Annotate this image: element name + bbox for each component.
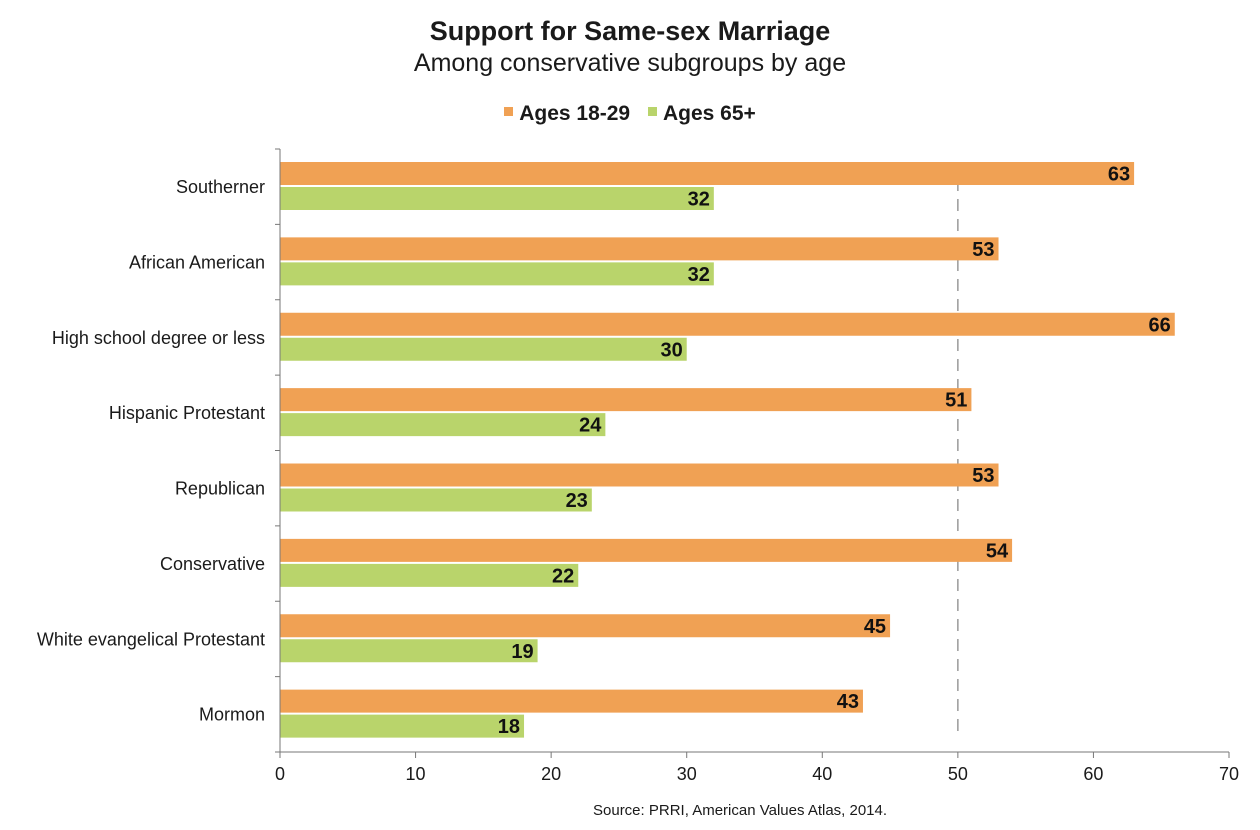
source-note: Source: PRRI, American Values Atlas, 201… <box>593 802 888 819</box>
x-tick-label-60: 60 <box>1083 764 1103 784</box>
bar-southerner-ages-18-29 <box>280 162 1135 185</box>
data-label-conservative-ages-18-29: 54 <box>986 540 1009 562</box>
data-label-republican-ages-18-29: 53 <box>972 465 994 487</box>
category-label-conservative: Conservative <box>160 554 265 574</box>
bar-mormon-ages-65 <box>280 714 525 738</box>
x-tick-label-10: 10 <box>406 764 426 784</box>
bar-high-school-degree-or-less-ages-18-29 <box>280 312 1175 336</box>
data-label-white-evangelical-protestant-ages-18-29: 45 <box>864 616 886 638</box>
x-tick-label-70: 70 <box>1219 764 1239 784</box>
legend-swatch-ages-18-29 <box>504 107 514 116</box>
bar-high-school-degree-or-less-ages-65 <box>280 337 687 361</box>
bar-white-evangelical-protestant-ages-18-29 <box>280 614 891 638</box>
bar-republican-ages-65 <box>280 488 592 512</box>
data-label-mormon-ages-65: 18 <box>498 716 520 738</box>
data-label-republican-ages-65: 23 <box>566 490 588 512</box>
bar-white-evangelical-protestant-ages-65 <box>280 639 538 663</box>
bar-conservative-ages-65 <box>280 563 579 587</box>
data-label-hispanic-protestant-ages-18-29: 51 <box>945 390 967 412</box>
legend-swatch-ages-65-plus <box>647 107 657 116</box>
category-label-republican: Republican <box>175 479 265 499</box>
bar-hispanic-protestant-ages-65 <box>280 413 606 437</box>
data-label-high-school-degree-or-less-ages-18-29: 66 <box>1149 314 1171 336</box>
bar-mormon-ages-18-29 <box>280 689 863 713</box>
legend-item-ages-18-29: Ages 18-29 <box>504 102 630 126</box>
data-label-conservative-ages-65: 22 <box>552 565 574 587</box>
x-tick-label-20: 20 <box>541 764 561 784</box>
data-label-white-evangelical-protestant-ages-65: 19 <box>511 641 533 663</box>
data-label-high-school-degree-or-less-ages-65: 30 <box>660 339 682 361</box>
chart-title: Support for Same-sex Marriage <box>429 16 831 46</box>
data-label-mormon-ages-18-29: 43 <box>837 691 859 713</box>
legend-label-ages-18-29: Ages 18-29 <box>519 102 631 125</box>
bar-republican-ages-18-29 <box>280 463 999 487</box>
chart-subtitle: Among conservative subgroups by age <box>413 49 847 77</box>
bar-african-american-ages-65 <box>280 262 714 286</box>
data-label-african-american-ages-65: 32 <box>688 264 710 286</box>
bar-african-american-ages-18-29 <box>280 237 999 261</box>
category-label-mormon: Mormon <box>199 705 265 725</box>
x-tick-label-0: 0 <box>275 764 285 784</box>
data-label-southerner-ages-65: 32 <box>688 189 710 211</box>
bar-southerner-ages-65 <box>280 187 714 210</box>
x-tick-label-40: 40 <box>812 764 832 784</box>
x-tick-label-50: 50 <box>948 764 968 784</box>
x-tick-label-30: 30 <box>677 764 697 784</box>
bar-conservative-ages-18-29 <box>280 538 1013 562</box>
data-label-southerner-ages-18-29: 63 <box>1108 164 1130 186</box>
category-label-high-school-degree-or-less: High school degree or less <box>52 328 265 348</box>
legend-label-ages-65-plus: Ages 65+ <box>662 102 756 125</box>
legend: Ages 18-29 Ages 65+ <box>0 102 1260 126</box>
bar-hispanic-protestant-ages-18-29 <box>280 388 972 412</box>
category-label-southerner: Southerner <box>176 177 265 197</box>
data-label-hispanic-protestant-ages-65: 24 <box>579 415 602 437</box>
category-label-hispanic-protestant: Hispanic Protestant <box>109 403 265 423</box>
category-label-african-american: African American <box>129 252 265 272</box>
legend-item-ages-65-plus: Ages 65+ <box>647 102 756 126</box>
data-label-african-american-ages-18-29: 53 <box>972 239 994 261</box>
category-label-white-evangelical-protestant: White evangelical Protestant <box>37 629 265 649</box>
